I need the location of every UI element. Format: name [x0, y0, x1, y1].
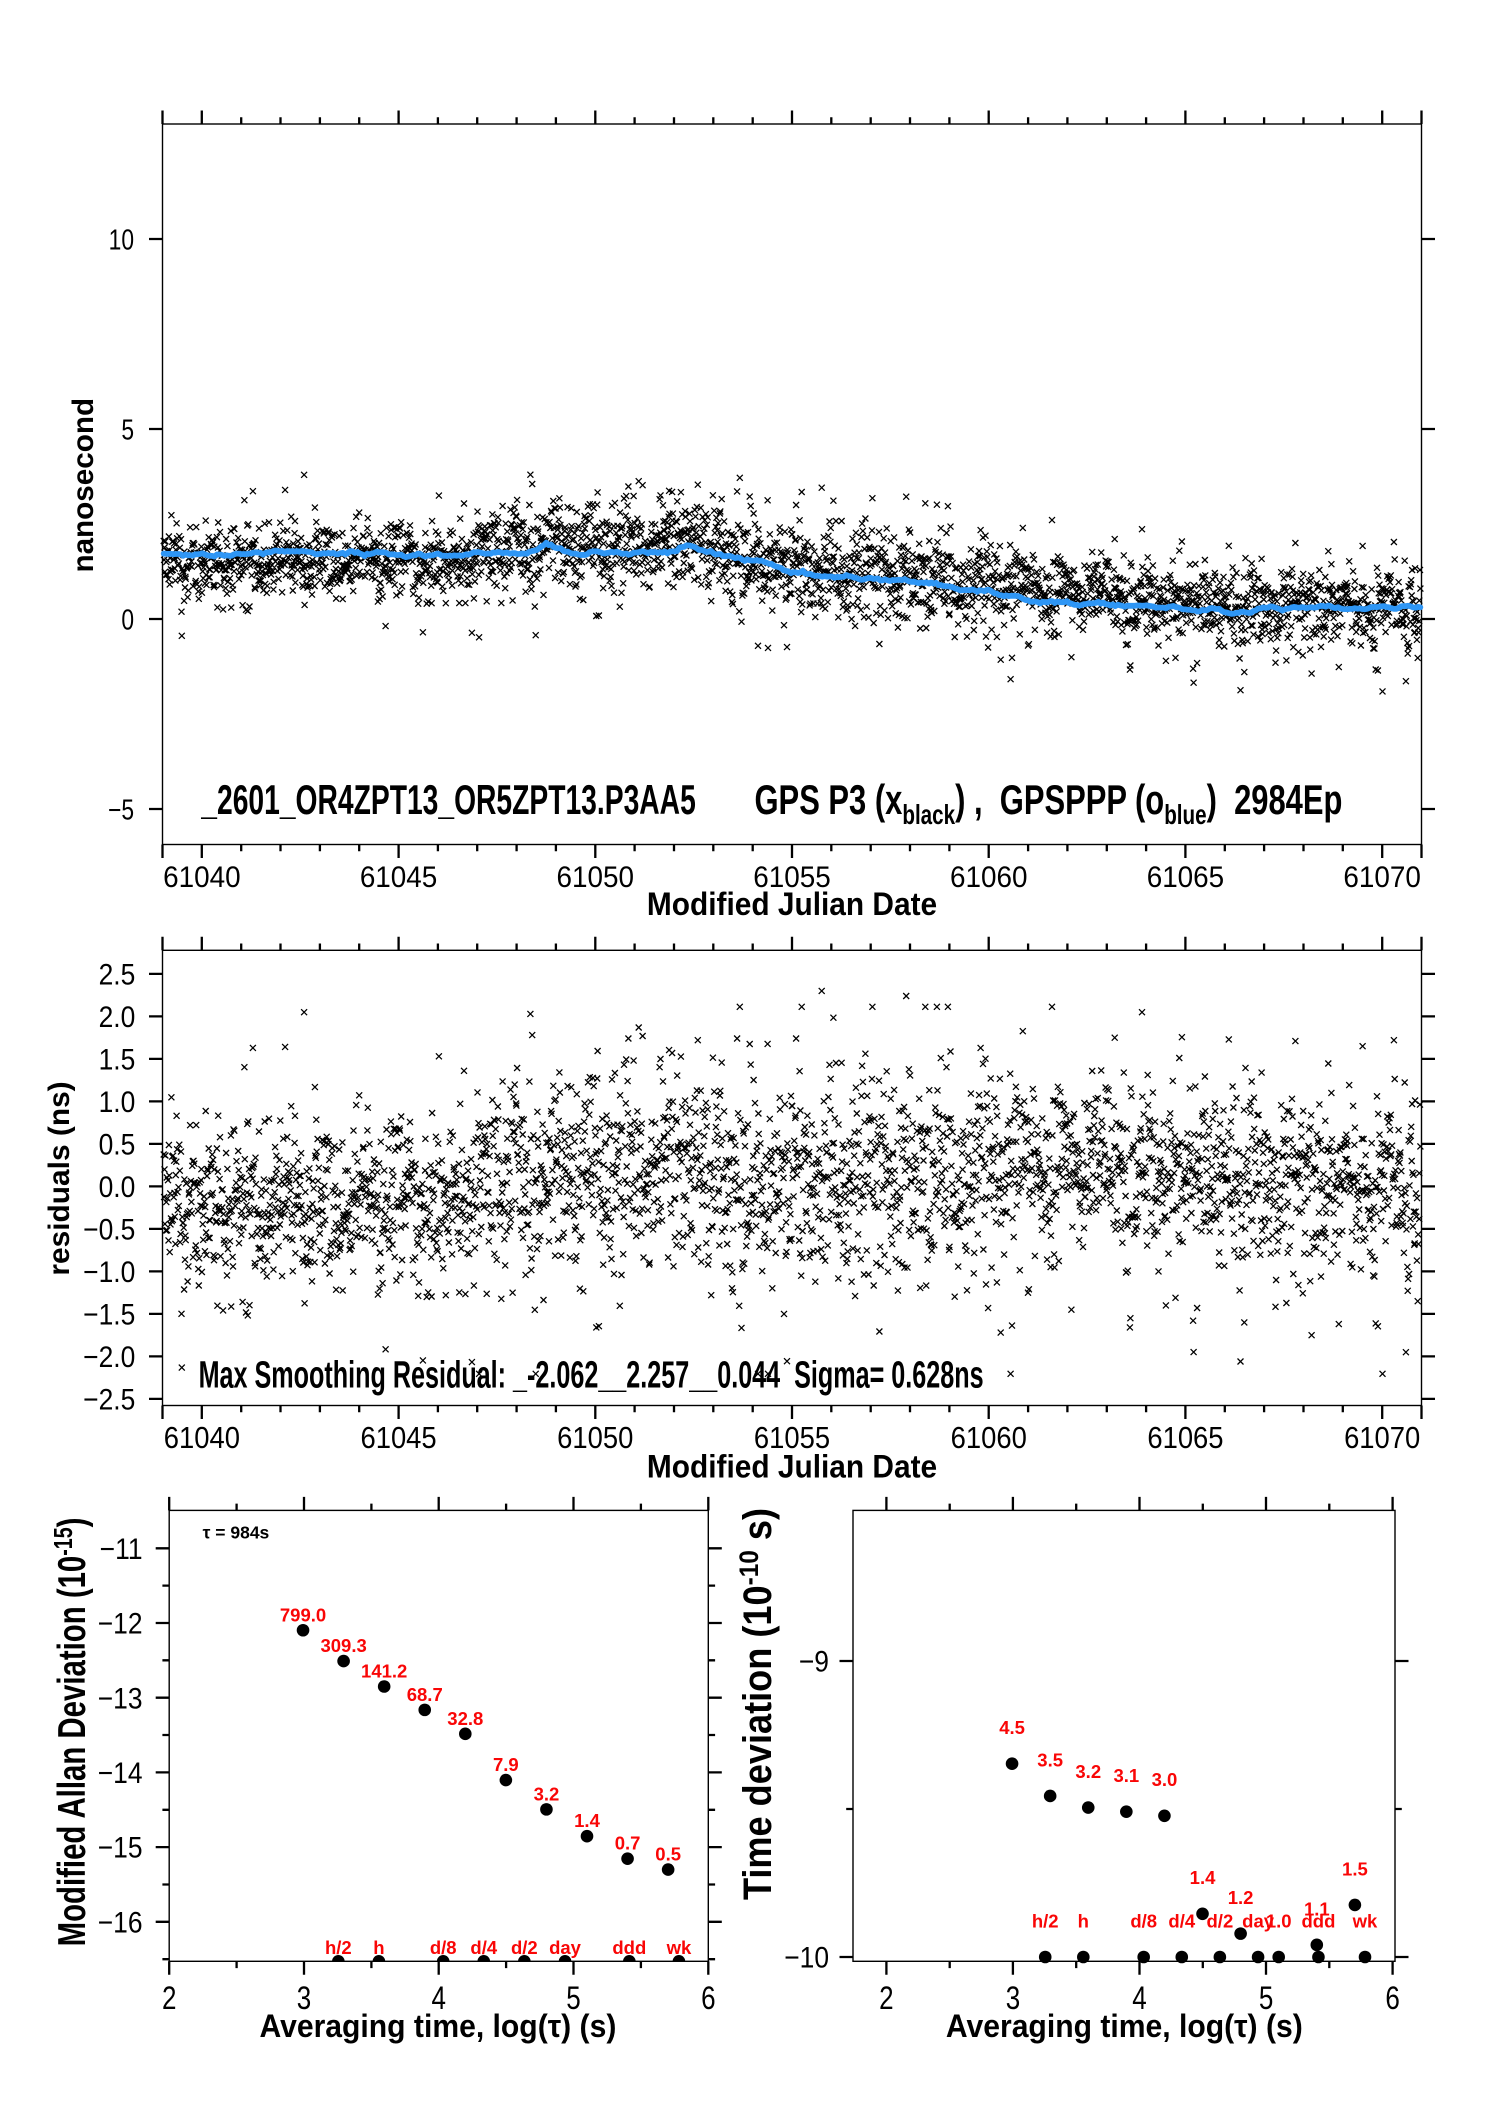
svg-text:4: 4 [432, 1980, 446, 2016]
svg-text:61040: 61040 [164, 1422, 240, 1456]
svg-text:wk: wk [1352, 1910, 1378, 1931]
svg-text:Max Smoothing Residual: _-2.06: Max Smoothing Residual: _-2.062__2.257__… [199, 1353, 984, 1395]
svg-text:1.4: 1.4 [1190, 1867, 1216, 1888]
svg-text:5: 5 [121, 415, 134, 446]
svg-text:d/8: d/8 [430, 1937, 457, 1958]
svg-text:0.5: 0.5 [99, 1127, 136, 1161]
svg-text:3.2: 3.2 [534, 1783, 560, 1804]
svg-text:Modified Julian Date: Modified Julian Date [647, 1449, 937, 1485]
svg-text:wk: wk [666, 1937, 692, 1958]
svg-text:3.5: 3.5 [1037, 1749, 1063, 1770]
svg-text:h/2: h/2 [1032, 1910, 1059, 1931]
svg-text:32.8: 32.8 [447, 1708, 483, 1729]
svg-text:6: 6 [1385, 1980, 1399, 2016]
svg-text:799.0: 799.0 [280, 1604, 326, 1625]
svg-text:GPS P3 (xblack) , GPSPPP (obl: GPS P3 (xblack) , GPSPPP (oblue) 2984Ep [755, 776, 1343, 830]
svg-text:day: day [549, 1937, 582, 1958]
svg-text:10: 10 [109, 225, 134, 256]
svg-text:0.0: 0.0 [99, 1169, 136, 1203]
svg-text:61065: 61065 [1147, 1422, 1223, 1456]
svg-text:3.0: 3.0 [1152, 1769, 1178, 1790]
svg-text:d/8: d/8 [1130, 1910, 1157, 1931]
svg-text:61050: 61050 [557, 1422, 633, 1456]
svg-text:1.2: 1.2 [1228, 1887, 1254, 1908]
svg-text:ddd: ddd [1301, 1910, 1335, 1931]
svg-text:day: day [1242, 1910, 1275, 1931]
svg-text:−1.5: −1.5 [83, 1297, 135, 1331]
svg-text:τ = 984s: τ = 984s [203, 1523, 270, 1543]
svg-text:61070: 61070 [1343, 861, 1420, 894]
svg-text:2.5: 2.5 [99, 957, 136, 991]
svg-text:61055: 61055 [753, 861, 830, 894]
svg-text:−0.5: −0.5 [83, 1212, 135, 1246]
svg-text:1.1: 1.1 [1304, 1898, 1330, 1919]
svg-text:Averaging time, log(τ) (s): Averaging time, log(τ) (s) [259, 2008, 616, 2044]
svg-text:−15: −15 [98, 1830, 143, 1864]
svg-text:1.0: 1.0 [1266, 1910, 1292, 1931]
svg-text:3: 3 [297, 1980, 311, 2016]
svg-text:141.2: 141.2 [361, 1660, 407, 1681]
svg-text:0: 0 [121, 605, 134, 636]
svg-text:−2.5: −2.5 [83, 1382, 135, 1416]
svg-text:Modified Allan Deviation (10-1: Modified Allan Deviation (10-15) [48, 1518, 94, 1947]
svg-text:61060: 61060 [951, 1422, 1027, 1456]
svg-text:4.5: 4.5 [999, 1717, 1025, 1738]
svg-text:d/4: d/4 [1168, 1910, 1195, 1931]
svg-text:−13: −13 [98, 1681, 143, 1715]
svg-text:nanosecond: nanosecond [67, 398, 100, 573]
svg-text:4: 4 [1132, 1980, 1146, 2016]
svg-text:1.5: 1.5 [99, 1042, 136, 1076]
svg-text:residuals (ns): residuals (ns) [43, 1081, 76, 1275]
svg-text:2.0: 2.0 [99, 999, 136, 1033]
svg-text:6: 6 [701, 1980, 715, 2016]
svg-text:61065: 61065 [1147, 861, 1224, 894]
svg-text:−5: −5 [108, 795, 134, 826]
svg-text:61055: 61055 [754, 1422, 830, 1456]
svg-text:61045: 61045 [360, 1422, 436, 1456]
svg-text:1.5: 1.5 [1342, 1858, 1368, 1879]
svg-text:309.3: 309.3 [320, 1635, 366, 1656]
svg-text:7.9: 7.9 [493, 1754, 519, 1775]
svg-text:d/2: d/2 [1206, 1910, 1233, 1931]
svg-text:68.7: 68.7 [407, 1684, 443, 1705]
svg-text:ddd: ddd [612, 1937, 646, 1958]
svg-text:0.5: 0.5 [655, 1844, 681, 1865]
svg-text:d/4: d/4 [470, 1937, 497, 1958]
svg-text:Averaging time, log(τ) (s): Averaging time, log(τ) (s) [946, 2008, 1303, 2044]
svg-text:3.1: 3.1 [1113, 1765, 1139, 1786]
svg-text:61045: 61045 [360, 861, 437, 894]
svg-text:−12: −12 [98, 1606, 143, 1640]
svg-text:−9: −9 [799, 1644, 829, 1678]
svg-text:61070: 61070 [1344, 1422, 1420, 1456]
svg-text:2: 2 [879, 1980, 893, 2016]
svg-text:h/2: h/2 [325, 1937, 352, 1958]
svg-text:5: 5 [566, 1980, 580, 2016]
svg-text:61050: 61050 [557, 861, 634, 894]
svg-text:−11: −11 [100, 1531, 143, 1565]
svg-text:−1.0: −1.0 [83, 1254, 135, 1288]
svg-text:−10: −10 [784, 1940, 829, 1974]
svg-text:−2.0: −2.0 [83, 1339, 135, 1373]
svg-text:1.4: 1.4 [574, 1810, 600, 1831]
svg-text:5: 5 [1259, 1980, 1273, 2016]
svg-text:h: h [373, 1937, 384, 1958]
svg-text:h: h [1078, 1910, 1089, 1931]
svg-text:0.7: 0.7 [615, 1833, 641, 1854]
svg-text:_2601_OR4ZPT13_OR5ZPT13.P3AA5: _2601_OR4ZPT13_OR5ZPT13.P3AA5 [201, 776, 696, 823]
svg-text:d/2: d/2 [511, 1937, 538, 1958]
svg-text:Modified Julian Date: Modified Julian Date [647, 886, 937, 922]
svg-text:3: 3 [1006, 1980, 1020, 2016]
svg-text:61040: 61040 [163, 861, 240, 894]
svg-text:1.0: 1.0 [99, 1084, 136, 1118]
svg-text:−16: −16 [98, 1905, 143, 1939]
svg-text:61060: 61060 [950, 861, 1027, 894]
svg-text:−14: −14 [98, 1755, 143, 1789]
svg-text:2: 2 [162, 1980, 176, 2016]
svg-text:3.2: 3.2 [1075, 1761, 1101, 1782]
